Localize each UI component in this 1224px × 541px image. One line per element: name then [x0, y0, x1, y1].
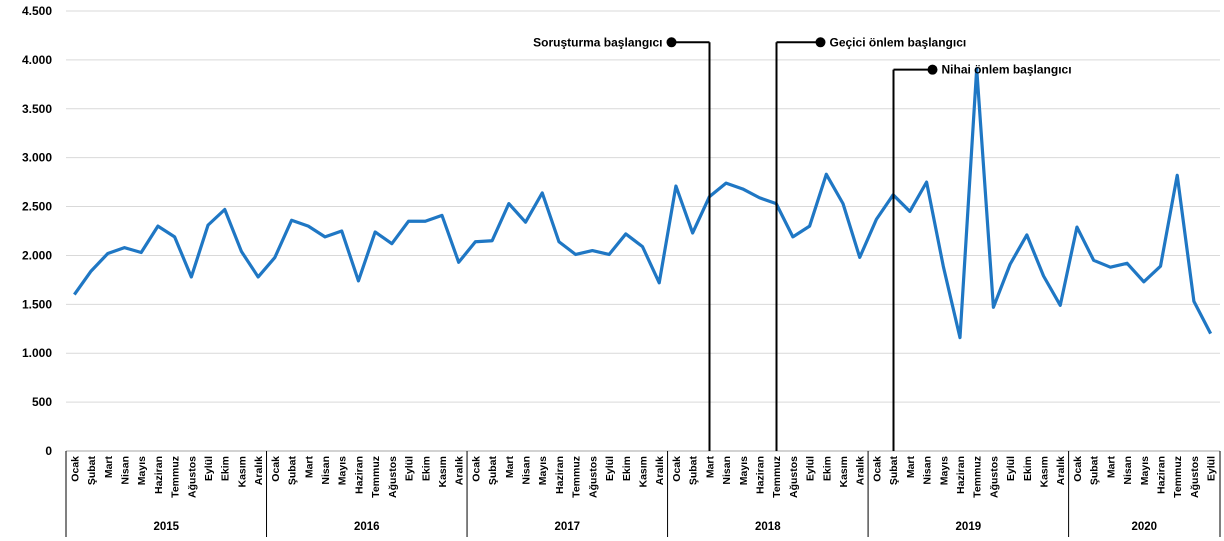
x-tick-label: Ocak — [470, 456, 482, 482]
x-tick-label: Haziran — [754, 456, 766, 494]
x-tick-label: Ocak — [671, 456, 683, 482]
x-tick-label: Şubat — [86, 456, 98, 486]
gridlines — [66, 10, 1220, 452]
x-tick-label: Mart — [303, 455, 315, 478]
x-tick-label: Aralık — [253, 456, 265, 485]
x-tick-label: Mayıs — [738, 456, 750, 485]
x-tick-label: Ocak — [871, 456, 883, 482]
year-label: 2020 — [1132, 521, 1158, 533]
x-tick-label: Ekim — [621, 456, 633, 481]
x-tick-label: Ekim — [420, 456, 432, 481]
x-tick-label: Ağustos — [186, 456, 198, 498]
annotation-layer: Soruşturma başlangıcı Geçici önlem başlan… — [533, 35, 1072, 451]
x-tick-label: Ocak — [270, 456, 282, 482]
x-tick-label: Mayıs — [337, 456, 349, 485]
y-tick-label: 3.000 — [22, 151, 52, 165]
y-tick-label: 1.000 — [22, 346, 52, 360]
x-tick-label: Eylül — [604, 456, 616, 481]
x-tick-label: Mayıs — [537, 456, 549, 485]
x-tick-label: Temmuz — [972, 456, 984, 498]
x-tick-label: Şubat — [487, 456, 499, 486]
annotation-marker — [815, 37, 826, 48]
year-label: 2015 — [153, 521, 179, 533]
x-tick-label: Kasım — [437, 456, 449, 488]
x-tick-label: Nisan — [521, 456, 533, 485]
x-tick-label: Eylül — [1206, 456, 1218, 481]
annotation-marker — [666, 37, 677, 48]
year-label: 2019 — [956, 521, 982, 533]
x-tick-label: Mart — [103, 455, 115, 478]
y-axis: 0 500 1.000 1.500 2.000 2.500 3.000 3.500 4.000 4… — [22, 4, 52, 458]
y-tick-label: 3.500 — [22, 102, 52, 116]
series-line — [73, 67, 1213, 340]
x-tick-label: Eylül — [1005, 456, 1017, 481]
x-tick-label: Kasım — [1039, 456, 1051, 488]
y-tick-label: 2.500 — [22, 200, 52, 214]
x-tick-label: Eylül — [203, 456, 215, 481]
x-tick-label: Aralık — [454, 456, 466, 485]
x-tick-label: Aralık — [855, 456, 867, 485]
x-tick-label: Nisan — [922, 456, 934, 485]
x-tick-label: Ekim — [821, 456, 833, 481]
y-tick-label: 500 — [32, 395, 52, 409]
year-label: 2016 — [354, 521, 380, 533]
x-tick-label: Kasım — [637, 456, 649, 488]
x-tick-label: Aralık — [1055, 456, 1067, 485]
year-label: 2018 — [755, 521, 781, 533]
y-tick-label: 2.000 — [22, 248, 52, 262]
y-tick-label: 4.500 — [22, 4, 52, 18]
x-tick-label: Ocak — [1072, 456, 1084, 482]
x-tick-label: Ocak — [69, 456, 81, 482]
x-tick-label: Mart — [905, 455, 917, 478]
x-tick-label: Mart — [1105, 455, 1117, 478]
annotation-label: Nihai önlem başlangıcı — [942, 63, 1072, 77]
x-tick-label: Şubat — [1089, 456, 1101, 486]
x-tick-label: Mayıs — [938, 456, 950, 485]
annotation-label: Soruşturma başlangıcı — [533, 35, 662, 49]
x-tick-label: Haziran — [955, 456, 967, 494]
x-tick-label: Temmuz — [771, 456, 783, 498]
x-tick-label: Şubat — [888, 456, 900, 486]
annotation-marker — [927, 64, 938, 75]
x-tick-label: Mart — [504, 455, 516, 478]
x-tick-label: Temmuz — [1172, 456, 1184, 498]
x-tick-label: Eylül — [805, 456, 817, 481]
x-tick-label: Temmuz — [571, 456, 583, 498]
x-tick-label: Mart — [704, 455, 716, 478]
x-tick-label: Ağustos — [387, 456, 399, 498]
x-tick-label: Mayıs — [136, 456, 148, 485]
series-layer — [73, 67, 1213, 340]
x-tick-label: Temmuz — [170, 456, 182, 498]
x-tick-label: Eylül — [404, 456, 416, 481]
x-tick-label: Nisan — [320, 456, 332, 485]
x-tick-label: Haziran — [1156, 456, 1168, 494]
x-tick-label: Şubat — [287, 456, 299, 486]
x-tick-label: Ekim — [1022, 456, 1034, 481]
y-tick-label: 4.000 — [22, 53, 52, 67]
x-tick-label: Haziran — [153, 456, 165, 494]
x-tick-label: Nisan — [119, 456, 131, 485]
x-tick-label: Şubat — [688, 456, 700, 486]
x-tick-label: Ağustos — [587, 456, 599, 498]
x-tick-label: Haziran — [353, 456, 365, 494]
x-tick-label: Ağustos — [1189, 456, 1201, 498]
x-tick-label: Mayıs — [1139, 456, 1151, 485]
x-tick-label: Aralık — [654, 456, 666, 485]
year-label: 2017 — [555, 521, 581, 533]
x-tick-label: Kasım — [236, 456, 248, 488]
x-tick-label: Temmuz — [370, 456, 382, 498]
y-tick-label: 0 — [45, 444, 52, 458]
x-tick-label: Nisan — [721, 456, 733, 485]
x-tick-label: Ekim — [220, 456, 232, 481]
x-tick-label: Nisan — [1122, 456, 1134, 485]
annotation-label: Geçici önlem başlangıcı — [830, 35, 967, 49]
x-tick-label: Kasım — [838, 456, 850, 488]
x-axis: Ocak Şubat Mart Nisan Mayıs Haziran Temmuz Ağus… — [65, 450, 1221, 537]
y-tick-label: 1.500 — [22, 297, 52, 311]
x-tick-label: Ağustos — [988, 456, 1000, 498]
x-tick-label: Haziran — [554, 456, 566, 494]
x-tick-label: Ağustos — [788, 456, 800, 498]
